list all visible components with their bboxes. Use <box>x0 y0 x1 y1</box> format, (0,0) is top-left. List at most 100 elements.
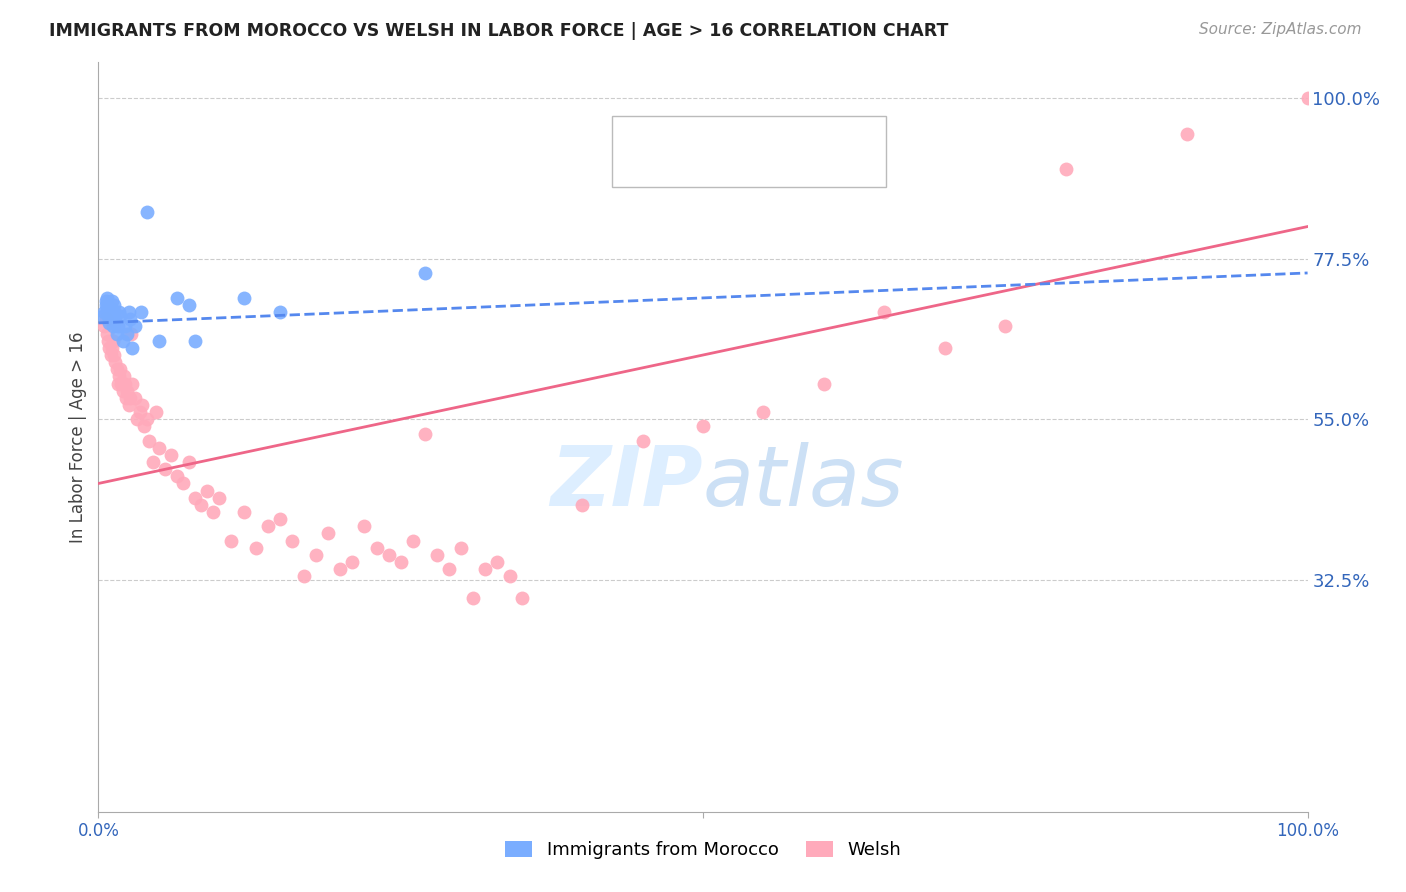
Point <box>96 291 118 305</box>
Point <box>329 562 352 576</box>
Point <box>103 298 125 312</box>
Point <box>100 301 122 316</box>
Point <box>232 291 254 305</box>
Point <box>148 441 170 455</box>
Point <box>179 298 201 312</box>
Point <box>486 555 509 569</box>
Point <box>172 476 194 491</box>
Point <box>208 491 231 505</box>
Text: N =: N = <box>769 158 810 177</box>
Point <box>118 398 141 412</box>
Point <box>128 405 150 419</box>
Text: Source: ZipAtlas.com: Source: ZipAtlas.com <box>1198 22 1361 37</box>
Point <box>98 316 121 330</box>
Point <box>232 505 254 519</box>
Point <box>111 334 134 348</box>
Point <box>100 348 122 362</box>
Bar <box>624 158 650 177</box>
Point <box>104 312 127 326</box>
Point <box>142 455 165 469</box>
Point <box>571 498 593 512</box>
Point <box>160 448 183 462</box>
Point <box>104 355 127 369</box>
Point <box>101 334 124 348</box>
Point <box>426 548 449 562</box>
Point <box>105 326 128 341</box>
Text: N =: N = <box>769 127 810 145</box>
Bar <box>624 127 650 145</box>
Point <box>117 326 139 341</box>
Point <box>353 519 375 533</box>
Point <box>202 505 225 519</box>
Point <box>105 362 128 376</box>
Point <box>131 398 153 412</box>
Text: R =: R = <box>661 127 699 145</box>
Legend: Immigrants from Morocco, Welsh: Immigrants from Morocco, Welsh <box>498 834 908 866</box>
Point <box>813 376 835 391</box>
Point <box>100 305 122 319</box>
Point <box>91 309 114 323</box>
Point <box>148 334 170 348</box>
Point <box>413 426 436 441</box>
Point <box>124 391 146 405</box>
Point <box>93 319 115 334</box>
Point <box>121 341 143 355</box>
Point <box>101 319 124 334</box>
Text: IMMIGRANTS FROM MOROCCO VS WELSH IN LABOR FORCE | AGE > 16 CORRELATION CHART: IMMIGRANTS FROM MOROCCO VS WELSH IN LABO… <box>49 22 949 40</box>
Point <box>145 405 167 419</box>
Point <box>100 341 122 355</box>
Y-axis label: In Labor Force | Age > 16: In Labor Force | Age > 16 <box>69 331 87 543</box>
Point <box>269 305 291 319</box>
Point <box>108 309 131 323</box>
Point <box>121 376 143 391</box>
Point <box>114 319 136 334</box>
Point <box>100 312 122 326</box>
Point <box>127 412 149 426</box>
Point <box>166 291 188 305</box>
Text: 0.039: 0.039 <box>697 127 754 145</box>
Text: 80: 80 <box>808 158 834 177</box>
Point <box>994 319 1017 334</box>
Point <box>94 312 117 326</box>
Point <box>103 348 125 362</box>
Point <box>135 412 157 426</box>
Point <box>135 205 157 219</box>
Point <box>316 526 339 541</box>
Point <box>1296 91 1319 105</box>
Point <box>402 533 425 548</box>
Point <box>100 294 122 309</box>
Point <box>118 312 141 326</box>
Point <box>389 555 412 569</box>
Point <box>292 569 315 583</box>
Point <box>153 462 176 476</box>
Point <box>111 384 134 398</box>
Point <box>1175 127 1198 141</box>
Point <box>179 455 201 469</box>
Point <box>195 483 218 498</box>
Point <box>245 541 267 555</box>
Point <box>129 305 152 319</box>
Point <box>498 569 520 583</box>
Text: R =: R = <box>661 158 699 177</box>
Point <box>510 591 533 605</box>
Point <box>190 498 212 512</box>
Point <box>96 301 118 316</box>
Point <box>124 319 146 334</box>
Point <box>120 326 142 341</box>
Point <box>118 305 141 319</box>
Point <box>115 391 138 405</box>
Point <box>107 319 129 334</box>
Point <box>96 326 118 341</box>
Point <box>94 294 117 309</box>
Point <box>463 591 485 605</box>
Point <box>437 562 460 576</box>
Point <box>103 305 125 319</box>
Point <box>97 334 120 348</box>
Point <box>98 341 121 355</box>
Point <box>1054 162 1077 177</box>
Point <box>305 548 328 562</box>
Point <box>184 334 207 348</box>
Point <box>450 541 472 555</box>
Point <box>631 434 654 448</box>
Point <box>107 376 129 391</box>
